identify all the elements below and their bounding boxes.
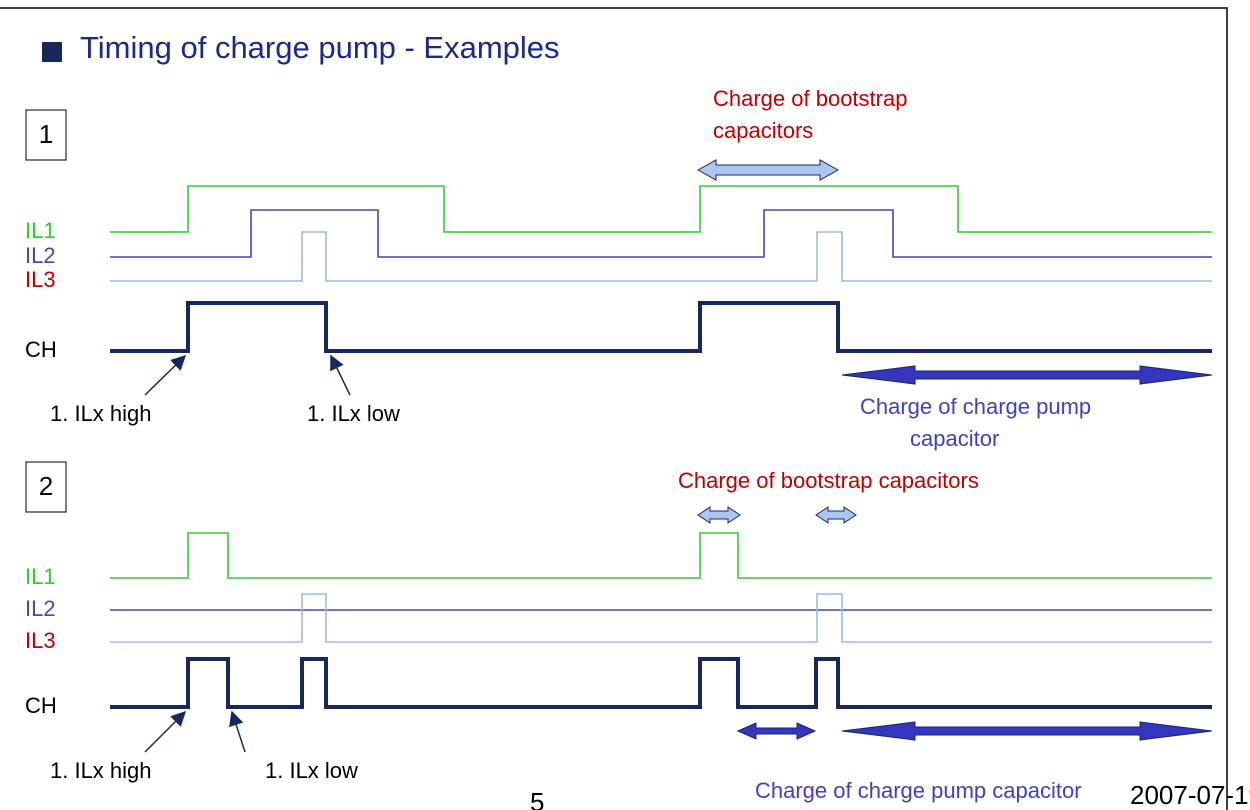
double-arrow: [841, 365, 1213, 385]
double-arrow: [696, 159, 840, 181]
waveform: [110, 532, 1212, 579]
signal-label: IL2: [25, 596, 56, 621]
annotation: Charge of charge pump: [860, 394, 1091, 419]
double-arrow: [736, 722, 817, 740]
date: 2007-07-19: [1130, 780, 1250, 810]
signal-label: CH: [25, 693, 57, 718]
pointer-arrow: [330, 354, 351, 396]
waveform: [110, 657, 1212, 709]
slide-border: [0, 7, 1228, 810]
title-bullet: [42, 42, 62, 62]
title: Timing of charge pump - Examples: [80, 30, 560, 65]
waveform: [110, 593, 1212, 643]
signal-label: CH: [25, 337, 57, 362]
annotation: Charge of bootstrap: [713, 86, 907, 111]
example-number: 1: [39, 119, 53, 149]
annotation: 1. ILx high: [50, 401, 152, 426]
annotation: Charge of bootstrap capacitors: [678, 468, 979, 493]
double-arrow: [697, 506, 741, 524]
signal-label: IL3: [25, 628, 56, 653]
signal-label: IL3: [25, 267, 56, 292]
pointer-arrow: [144, 354, 187, 396]
double-arrow: [815, 506, 857, 524]
annotation: 1. ILx high: [50, 758, 152, 783]
pointer-arrow: [144, 710, 187, 753]
example-box: [25, 461, 67, 513]
annotation: capacitors: [713, 118, 813, 143]
annotation: 1. ILx low: [307, 401, 400, 426]
double-arrow: [841, 721, 1213, 741]
signal-label: IL2: [25, 243, 56, 268]
page-number: 5: [530, 787, 544, 810]
waveform: [110, 209, 1212, 258]
annotation: capacitor: [910, 426, 999, 451]
example-box: [25, 109, 67, 161]
annotation: 1. ILx low: [265, 758, 358, 783]
waveform: [110, 185, 1212, 233]
waveform: [110, 231, 1212, 282]
annotation: Charge of charge pump capacitor: [755, 778, 1082, 803]
example-number: 2: [39, 471, 53, 501]
waveform: [110, 301, 1212, 353]
pointer-arrow: [229, 710, 246, 753]
signal-label: IL1: [25, 564, 56, 589]
signal-label: IL1: [25, 218, 56, 243]
